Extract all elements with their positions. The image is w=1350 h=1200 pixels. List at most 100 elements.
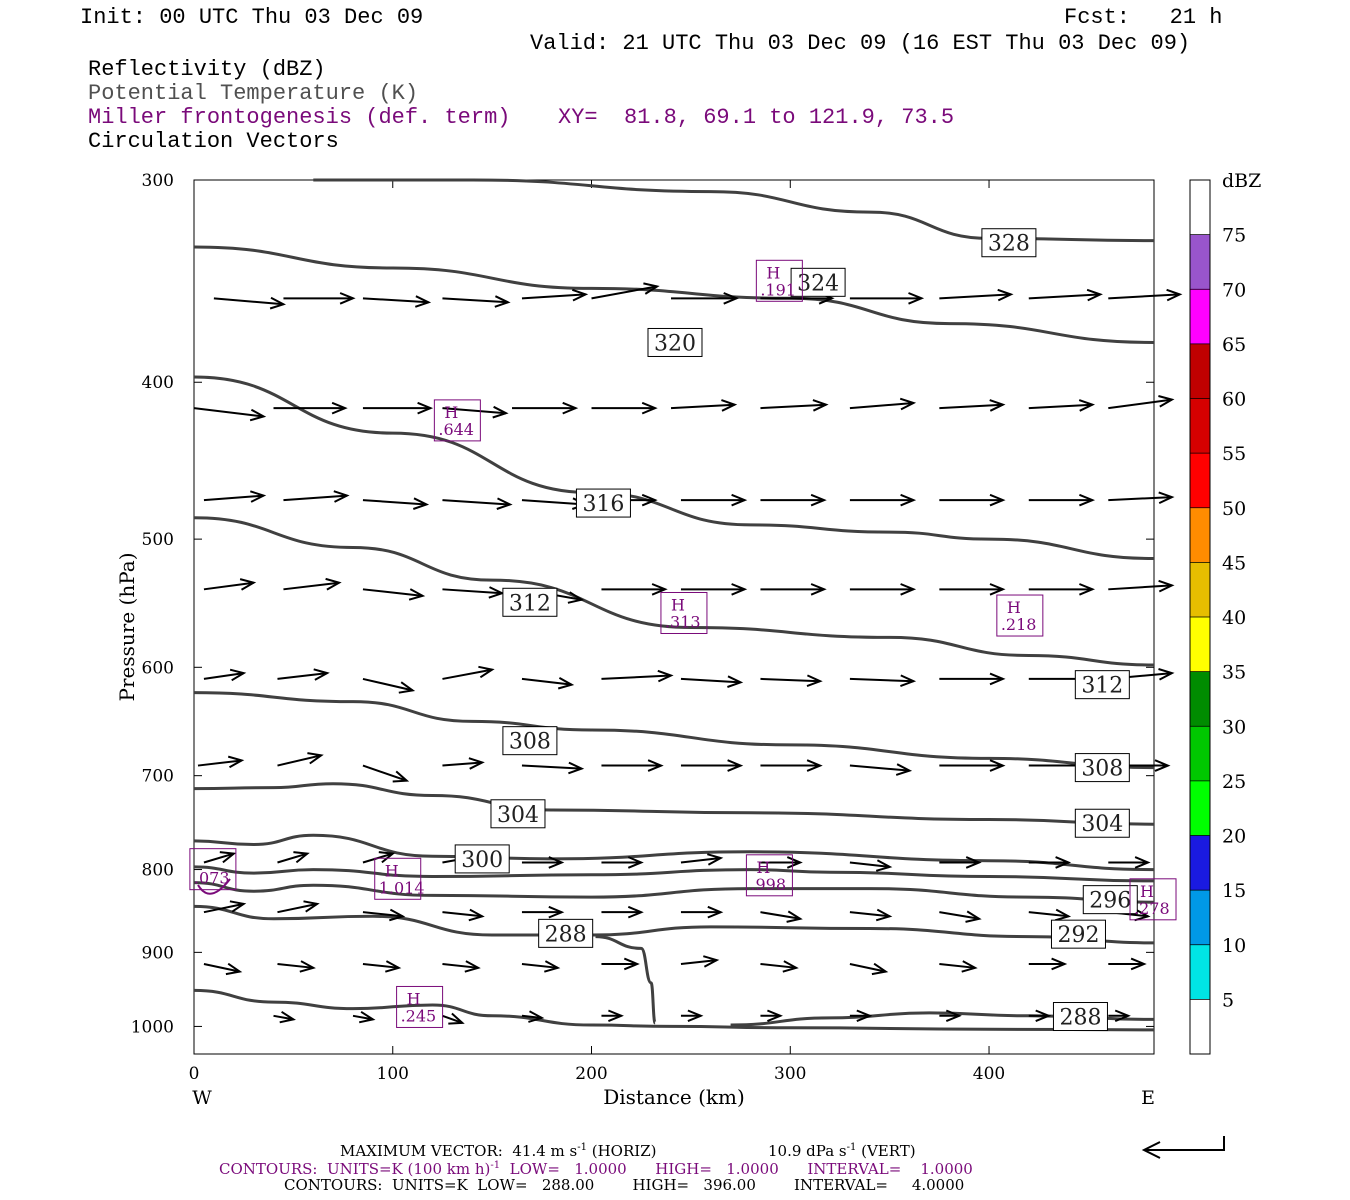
colorbar-label: 30 <box>1222 716 1246 738</box>
circulation-vector-head <box>307 752 324 765</box>
circulation-vector <box>442 761 483 767</box>
theta-contour-line <box>193 833 1155 872</box>
circulation-vector-head <box>997 288 1014 302</box>
circulation-vector-head <box>707 905 724 919</box>
circulation-vector-head <box>385 960 402 973</box>
fronto-max-value: .313 <box>665 612 701 631</box>
circulation-vector-head <box>567 591 585 604</box>
theta-label: 312 <box>509 591 551 616</box>
circulation-vector-head <box>389 908 406 922</box>
circulation-vector-head <box>488 586 505 599</box>
colorbar-label: 65 <box>1222 334 1246 356</box>
circulation-vector-head <box>571 288 589 302</box>
circulation-vector-head <box>279 1010 296 1024</box>
circulation-vector-head <box>1154 759 1171 772</box>
circulation-vector-head <box>303 900 320 913</box>
circulation-vector <box>521 1014 542 1019</box>
colorbar-label: 10 <box>1222 935 1246 957</box>
circulation-vector-head <box>1035 1009 1052 1023</box>
circulation-vector <box>273 1014 294 1021</box>
circulation-vector-head <box>1079 493 1096 507</box>
fronto-max-box <box>396 985 444 1028</box>
circulation-vector <box>680 677 741 684</box>
circulation-vector <box>213 297 284 306</box>
colorbar-swatch <box>1190 343 1210 399</box>
circulation-vector <box>203 962 240 973</box>
circulation-vector-head <box>900 583 917 596</box>
colorbar-swatch <box>1190 780 1210 836</box>
circulation-vector-head <box>641 493 658 507</box>
circulation-vector-head <box>767 1009 783 1023</box>
theta-label: 300 <box>461 848 503 873</box>
theta-label-box <box>1074 753 1130 783</box>
circulation-vector-head <box>293 851 310 864</box>
circulation-vector-head <box>899 397 917 411</box>
fronto-max-h: H <box>756 858 770 877</box>
circulation-vector <box>362 911 403 918</box>
circulation-vector-head <box>875 859 893 872</box>
x-tick-label: 300 <box>774 1064 806 1084</box>
fronto-max-box <box>996 594 1044 637</box>
field-reflectivity: Reflectivity (dBZ) <box>88 57 326 82</box>
max-vector-vert-unit: (VERT) <box>856 1142 916 1160</box>
circulation-vector-head <box>703 955 720 968</box>
max-vector-vert-text: 10.9 dPa s-1 (VERT) <box>768 1140 916 1159</box>
circulation-vector-head <box>219 851 237 864</box>
circulation-vector-head <box>727 675 744 688</box>
circulation-vector-head <box>806 674 823 688</box>
circulation-vector <box>1108 584 1172 591</box>
theta-label: 288 <box>1059 1006 1101 1031</box>
circulation-vector-head <box>494 295 511 308</box>
fronto-max-box <box>1129 878 1177 921</box>
theta-contour-line <box>193 904 1155 945</box>
circulation-vector-head <box>1158 395 1175 408</box>
fronto-max-box <box>374 857 422 900</box>
colorbar-label: 75 <box>1222 225 1246 247</box>
theta-contour-line <box>193 516 1155 667</box>
y-tick-label: 600 <box>142 658 174 678</box>
circulation-vector <box>442 588 503 595</box>
circulation-vector-head <box>643 282 660 295</box>
circulation-vector <box>849 911 890 918</box>
colorbar-label: 60 <box>1222 389 1246 411</box>
theta-label: 288 <box>545 922 587 947</box>
colorbar-label: 15 <box>1222 880 1246 902</box>
fronto-max-box <box>755 259 803 302</box>
circulation-vector <box>849 402 914 410</box>
theta-label: 324 <box>797 271 839 296</box>
fronto-max-box <box>660 591 708 634</box>
circulation-vector-head <box>1158 491 1175 505</box>
circulation-vector <box>1028 911 1069 918</box>
colorbar-swatch <box>1190 617 1210 672</box>
fronto-contour-info-b: LOW= 1.0000 HIGH= 1.0000 INTERVAL= 1.000… <box>500 1160 973 1178</box>
circulation-vector-head <box>961 960 978 973</box>
x-tick-label: 400 <box>973 1064 1005 1084</box>
circulation-vector <box>939 911 980 920</box>
circulation-vector-head <box>478 665 495 679</box>
theta-label-box <box>647 327 703 357</box>
max-vector-vert-exp: -1 <box>846 1142 857 1153</box>
circulation-vector <box>203 852 235 864</box>
fronto-max-h: H <box>1140 882 1154 901</box>
circulation-vector-head <box>408 588 426 601</box>
circulation-vector-head <box>1079 583 1096 596</box>
field-circulation-vectors: Circulation Vectors <box>88 129 339 154</box>
fronto-max-h: H <box>1007 598 1021 617</box>
theta-label-box <box>1050 919 1106 949</box>
y-tick-label: 900 <box>142 943 174 963</box>
circulation-vector <box>362 764 407 782</box>
circulation-vector <box>362 588 423 597</box>
colorbar-swatch <box>1190 562 1210 617</box>
circulation-vector <box>521 293 586 300</box>
circulation-vector-head <box>707 853 724 866</box>
circulation-vector <box>849 677 914 683</box>
circulation-vector-head <box>1086 288 1103 302</box>
circulation-vector <box>939 293 1011 300</box>
circulation-vector-head <box>875 908 893 922</box>
circulation-vector <box>591 285 658 300</box>
circulation-vector <box>277 902 318 914</box>
circulation-vector <box>203 494 264 502</box>
circulation-vector-head <box>1158 579 1175 593</box>
field-frontogenesis: Miller frontogenesis (def. term) <box>88 105 511 130</box>
